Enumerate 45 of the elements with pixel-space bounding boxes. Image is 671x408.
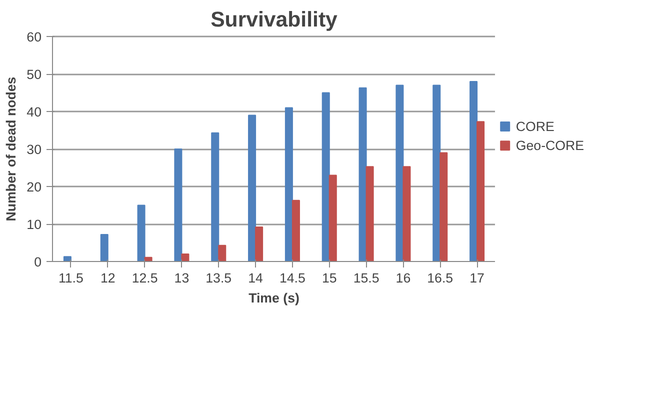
bar [181, 254, 190, 262]
y-tick-label: 10 [26, 217, 42, 232]
y-tick-label: 30 [26, 142, 42, 157]
x-tick-label: 14.5 [279, 270, 306, 286]
x-tick-label: 16.5 [427, 270, 454, 286]
bar [322, 92, 330, 262]
y-tick-label: 50 [26, 67, 42, 82]
x-tick-label: 15.5 [353, 270, 380, 286]
bar [358, 87, 367, 262]
bar [402, 166, 411, 262]
x-tick-label: 12 [100, 270, 116, 286]
bar [476, 121, 485, 262]
bar [432, 84, 441, 262]
bar [470, 81, 478, 262]
bar [255, 226, 264, 262]
bar [218, 244, 226, 262]
x-tick-label: 11.5 [58, 270, 84, 286]
bar [100, 234, 108, 262]
bar [328, 174, 337, 262]
chart-title: Survivability [210, 8, 338, 32]
bar [396, 84, 404, 262]
bar [248, 114, 256, 262]
bar [366, 166, 374, 262]
bar [137, 204, 146, 262]
x-tick-label: 14 [248, 270, 264, 286]
y-tick-label: 20 [26, 180, 42, 194]
bar [284, 107, 293, 262]
x-axis-title: Time (s) [248, 290, 300, 306]
legend-label: Geo-CORE [516, 138, 584, 154]
bar [63, 256, 72, 262]
x-tick-label: 16 [396, 270, 411, 286]
x-tick-label: 13 [174, 270, 190, 286]
y-tick-label: 60 [26, 30, 42, 44]
bar [440, 152, 448, 262]
bar [211, 132, 220, 262]
legend-label: CORE [516, 119, 555, 134]
bar [174, 148, 182, 262]
x-tick-label: 17 [470, 270, 484, 286]
x-tick-label: 13.5 [206, 270, 232, 286]
y-tick-label: 0 [34, 254, 42, 270]
x-tick-label: 15 [322, 270, 337, 286]
x-tick-label: 12.5 [132, 270, 158, 286]
bar [292, 200, 300, 262]
y-axis-title: Number of dead nodes [4, 76, 19, 222]
y-tick-label: 40 [26, 104, 42, 120]
